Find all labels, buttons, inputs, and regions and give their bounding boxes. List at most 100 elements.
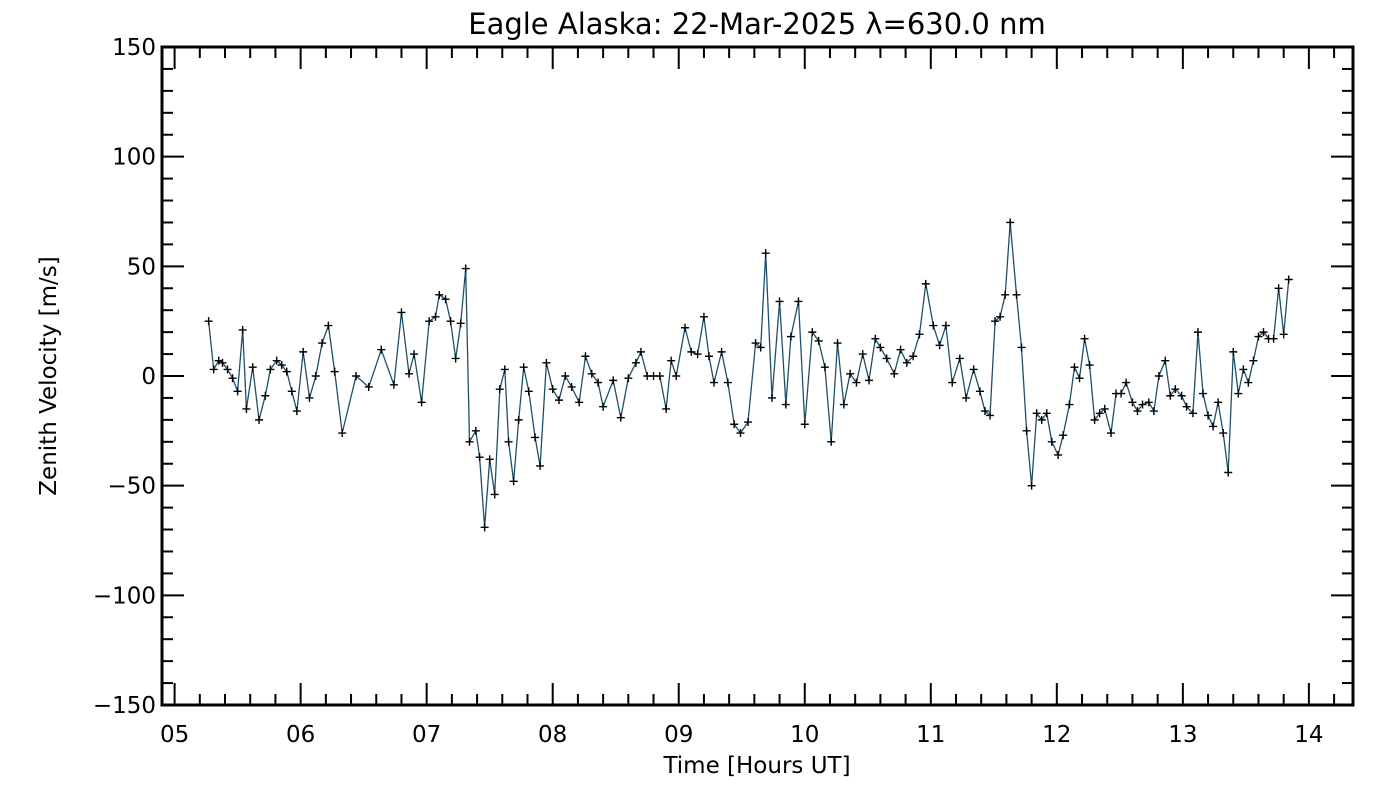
y-tick-label: 0	[141, 364, 156, 390]
data-point-marker	[461, 264, 470, 273]
data-point-marker	[710, 378, 719, 387]
data-point-marker	[767, 393, 776, 402]
data-point-marker	[962, 393, 971, 402]
data-point-marker	[876, 343, 885, 352]
data-point-marker	[1182, 402, 1191, 411]
data-point-marker	[1279, 330, 1288, 339]
data-point-marker	[624, 374, 633, 383]
data-point-marker	[1171, 385, 1180, 394]
data-point-marker	[431, 312, 440, 321]
data-point-marker	[1085, 361, 1094, 370]
data-point-marker	[736, 429, 745, 438]
data-point-marker	[1022, 426, 1031, 435]
data-point-marker	[839, 400, 848, 409]
data-point-marker	[794, 297, 803, 306]
data-point-marker	[980, 407, 989, 416]
data-point-marker	[846, 369, 855, 378]
data-point-marker	[1006, 218, 1015, 227]
data-point-marker	[465, 437, 474, 446]
data-point-marker	[514, 415, 523, 424]
data-point-marker	[555, 396, 563, 405]
data-point-marker	[1100, 404, 1109, 413]
data-point-marker	[446, 317, 455, 326]
data-point-marker	[417, 398, 426, 407]
data-point-marker	[272, 356, 281, 365]
data-point-marker	[1070, 363, 1079, 372]
data-point-marker	[480, 523, 489, 532]
data-point-marker	[744, 418, 753, 427]
data-point-marker	[248, 363, 257, 372]
y-tick-label: 50	[127, 254, 156, 280]
data-point-marker	[667, 356, 676, 365]
data-point-marker	[524, 387, 533, 396]
data-point-marker	[500, 365, 509, 374]
data-point-marker	[865, 376, 874, 385]
data-point-marker	[781, 400, 790, 409]
x-tick-label: 09	[664, 722, 693, 748]
data-point-marker	[1059, 431, 1068, 440]
data-point-marker	[814, 336, 823, 345]
data-point-marker	[827, 437, 836, 446]
x-tick-label: 08	[538, 722, 567, 748]
data-point-marker	[311, 372, 320, 380]
data-point-marker	[975, 387, 984, 396]
data-point-marker	[542, 358, 551, 367]
data-point-marker	[1274, 284, 1283, 293]
data-point-marker	[929, 321, 938, 330]
y-tick-label: 150	[112, 35, 156, 61]
data-point-marker	[1239, 365, 1248, 374]
data-point-marker	[1133, 407, 1142, 416]
data-point-marker	[338, 429, 347, 438]
data-point-marker	[1249, 356, 1258, 365]
data-point-marker	[352, 372, 361, 380]
data-point-marker	[266, 365, 275, 374]
data-point-marker	[717, 347, 726, 356]
x-tick-label: 06	[286, 722, 315, 748]
data-point-marker	[490, 490, 499, 499]
data-point-marker	[1209, 422, 1218, 431]
data-point-marker	[425, 317, 434, 326]
data-point-marker	[1259, 328, 1268, 337]
data-point-marker	[475, 453, 484, 462]
data-point-marker	[567, 382, 576, 391]
y-axis-label: Zenith Velocity [m/s]	[36, 256, 62, 495]
x-tick-label: 05	[160, 722, 189, 748]
data-point-marker	[996, 312, 1005, 321]
data-point-marker	[204, 317, 213, 326]
data-point-marker	[775, 297, 784, 306]
data-point-marker	[704, 352, 713, 361]
data-point-marker	[1284, 275, 1293, 284]
data-point-marker	[1254, 332, 1263, 341]
data-point-marker	[1032, 409, 1041, 418]
data-point-marker	[991, 317, 1000, 326]
data-point-marker	[1037, 415, 1046, 424]
data-point-marker	[1177, 391, 1186, 400]
data-point-marker	[561, 372, 570, 380]
data-point-marker	[1188, 409, 1197, 418]
data-point-marker	[581, 352, 590, 361]
data-point-marker	[587, 369, 596, 378]
data-point-marker	[389, 380, 398, 389]
data-point-marker	[228, 374, 237, 383]
data-point-marker	[1144, 398, 1153, 407]
data-point-marker	[1219, 429, 1228, 438]
data-point-marker	[255, 415, 264, 424]
data-point-marker	[948, 378, 957, 387]
data-point-marker	[282, 367, 291, 376]
data-point-marker	[890, 369, 899, 378]
data-point-marker	[756, 343, 765, 352]
data-point-marker	[1047, 437, 1056, 446]
data-point-marker	[909, 352, 918, 361]
data-point-marker	[1229, 347, 1238, 356]
data-point-marker	[687, 347, 696, 356]
data-point-marker	[456, 319, 465, 328]
data-point-marker	[1128, 398, 1137, 407]
data-point-marker	[1075, 374, 1084, 383]
data-point-marker	[808, 328, 817, 337]
data-point-marker	[410, 350, 419, 359]
x-axis-tick-labels: 05 06 07 08 09 10 11 12 13 14	[160, 722, 1324, 748]
data-point-marker	[1027, 481, 1036, 490]
data-point-marker	[681, 323, 690, 332]
y-tick-label: 100	[112, 145, 156, 171]
